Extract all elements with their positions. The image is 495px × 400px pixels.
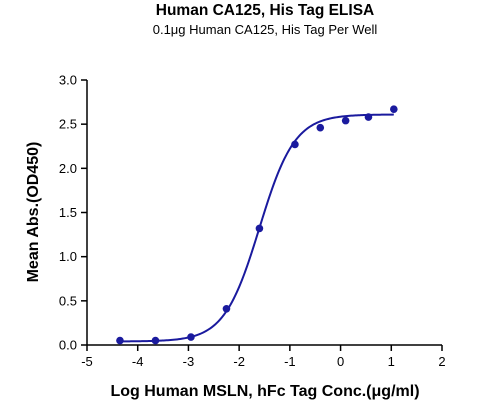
- y-tick-label: 1.0: [59, 249, 77, 264]
- x-tick-label: 2: [438, 354, 445, 369]
- data-point: [390, 105, 398, 113]
- chart-subtitle: 0.1μg Human CA125, His Tag Per Well: [152, 22, 378, 37]
- x-tick-label: -3: [183, 354, 195, 369]
- data-point: [291, 140, 299, 149]
- data-point: [222, 304, 231, 313]
- data-point: [151, 336, 160, 345]
- x-tick-label: -4: [132, 354, 144, 369]
- data-point: [255, 224, 264, 233]
- y-tick-label: 1.5: [59, 205, 77, 220]
- x-tick-label: 1: [388, 354, 395, 369]
- data-point: [316, 123, 325, 132]
- fit-curve: [119, 113, 394, 343]
- x-axis-title: Log Human MSLN, hFc Tag Conc.(μg/ml): [110, 383, 419, 400]
- data-point: [341, 116, 350, 125]
- y-tick-label: 2.0: [59, 161, 77, 176]
- data-point: [364, 113, 373, 121]
- x-tick-label: -2: [233, 354, 245, 369]
- x-tick-label: -5: [81, 354, 93, 369]
- chart-title: Human CA125, His Tag ELISA: [155, 2, 375, 19]
- y-tick-label: 0.5: [59, 293, 77, 308]
- fit-curve-layer: [119, 113, 394, 343]
- data-point: [116, 336, 124, 345]
- y-axis-title: Mean Abs.(OD450): [25, 142, 42, 283]
- x-tick-label: -1: [284, 354, 296, 369]
- x-tick-label: 0: [337, 354, 344, 369]
- data-point: [187, 333, 195, 341]
- axes: -5 -4 -3 -2 -1 0 1 2 0.0 0.5 1.0 1.5 2.0 2.5 3.0: [59, 73, 446, 370]
- data-points-layer: [116, 105, 398, 345]
- y-tick-label: 0.0: [59, 338, 77, 353]
- y-tick-label: 3.0: [59, 73, 77, 88]
- y-tick-label: 2.5: [59, 117, 77, 132]
